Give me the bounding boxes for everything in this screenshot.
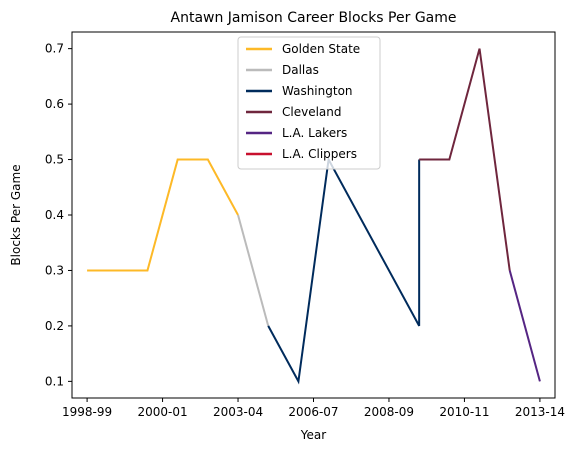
series-line-dallas bbox=[237, 214, 270, 327]
x-tick-label: 2006-07 bbox=[288, 405, 338, 419]
y-tick-label: 0.6 bbox=[45, 97, 64, 111]
legend: Golden State Dallas Washington Cleveland L.A… bbox=[237, 36, 381, 170]
x-tick-label: 2000-01 bbox=[137, 405, 187, 419]
y-axis-label: Blocks Per Game bbox=[9, 164, 23, 265]
series-line-washington bbox=[267, 156, 421, 385]
y-tick-label: 0.7 bbox=[45, 42, 64, 56]
legend-label-l-a-clippers: L.A. Clippers bbox=[282, 147, 357, 161]
legend-label-golden-state: Golden State bbox=[282, 42, 360, 56]
x-tick-label: 2010-11 bbox=[439, 405, 489, 419]
legend-label-cleveland: Cleveland bbox=[282, 105, 342, 119]
y-tick-label: 0.4 bbox=[45, 208, 64, 222]
legend-label-washington: Washington bbox=[282, 84, 353, 98]
y-tick-label: 0.1 bbox=[45, 374, 64, 388]
y-tick-label: 0.5 bbox=[45, 153, 64, 167]
x-tick-label: 1998-99 bbox=[62, 405, 112, 419]
x-tick-label: 2013-14 bbox=[515, 405, 565, 419]
x-axis-label: Year bbox=[300, 428, 326, 442]
series-line-l-a-lakers bbox=[508, 270, 541, 382]
x-tick-label: 2003-04 bbox=[213, 405, 263, 419]
legend-label-l-a-lakers: L.A. Lakers bbox=[282, 126, 347, 140]
y-axis: 0.1 0.2 0.3 0.4 0.5 0.6 0.7 bbox=[45, 42, 72, 388]
series-line-golden-state bbox=[87, 158, 239, 272]
legend-box bbox=[237, 36, 381, 170]
x-tick-label: 2008-09 bbox=[364, 405, 414, 419]
series-line-cleveland bbox=[419, 48, 511, 271]
chart-title: Antawn Jamison Career Blocks Per Game bbox=[171, 10, 457, 26]
x-axis: 1998-99 2000-01 2003-04 2006-07 2008-09 2010-… bbox=[62, 398, 565, 419]
y-tick-label: 0.2 bbox=[45, 319, 64, 333]
y-tick-label: 0.3 bbox=[45, 263, 64, 277]
legend-label-dallas: Dallas bbox=[282, 63, 319, 77]
